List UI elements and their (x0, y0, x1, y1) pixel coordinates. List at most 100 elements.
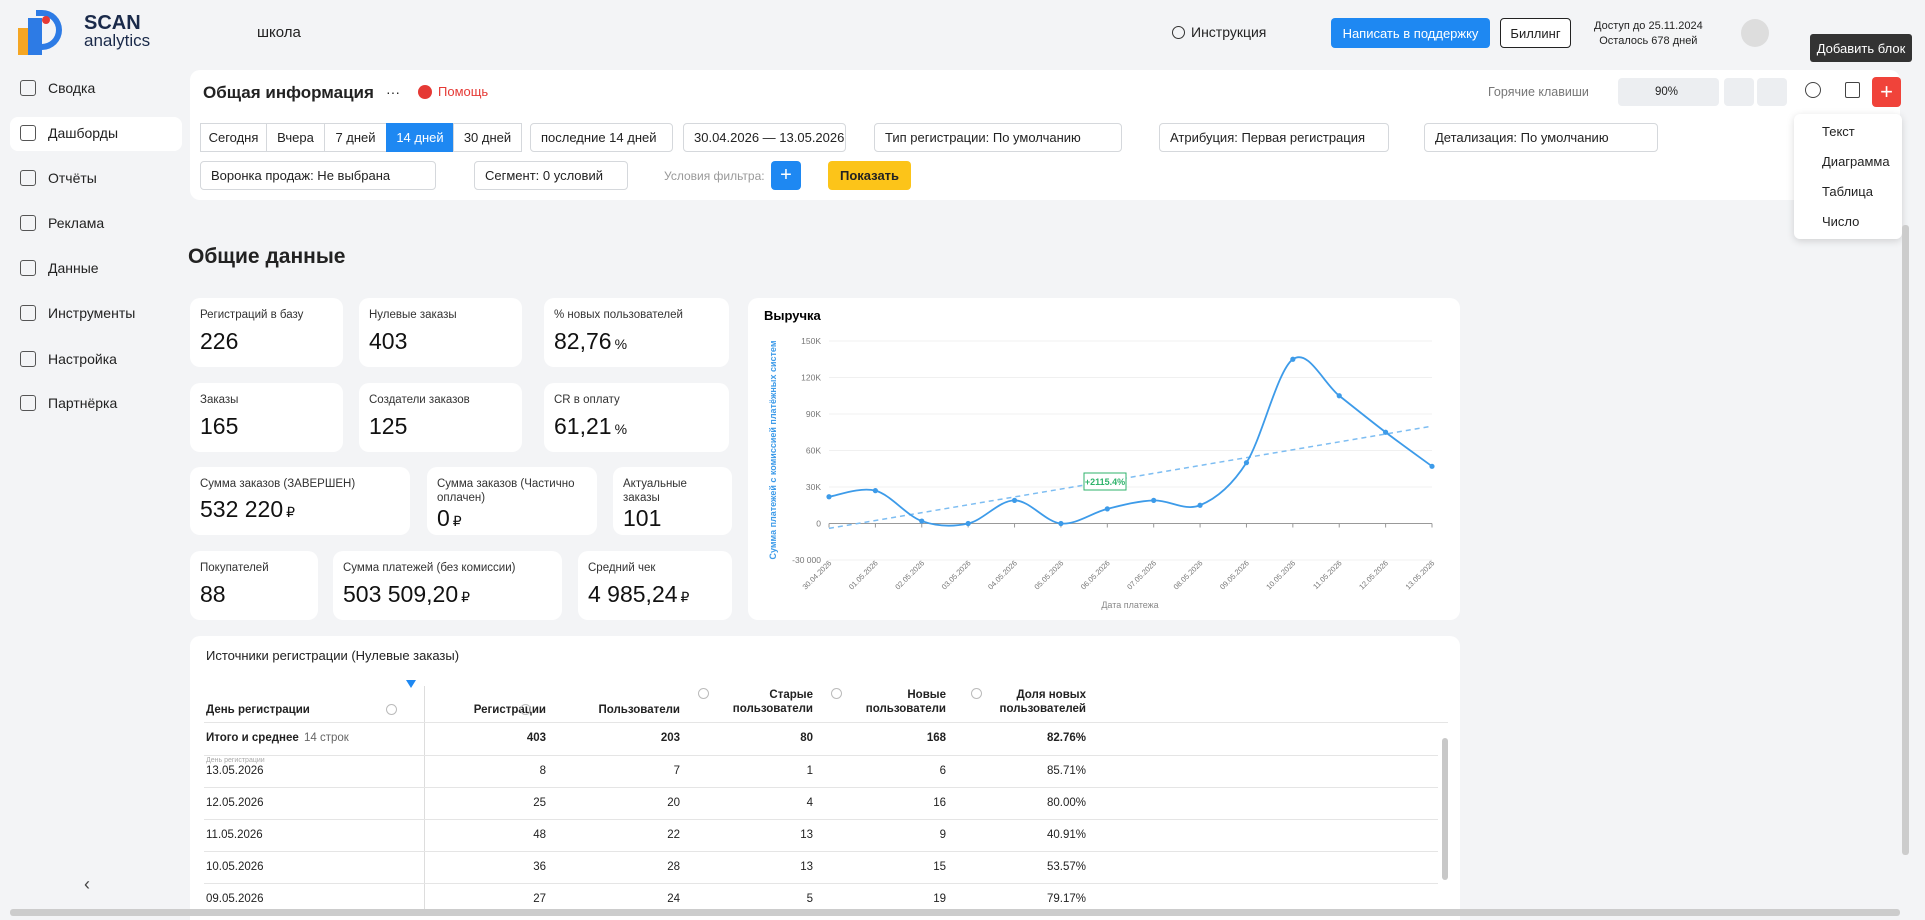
period-tab[interactable]: 14 дней (386, 123, 454, 152)
menu-item[interactable]: Диаграмма (1822, 154, 1890, 169)
sidebar-label: Реклама (48, 215, 105, 231)
kpi-label: Регистраций в базу (200, 309, 304, 321)
row-date: 09.05.2026 (206, 893, 264, 905)
avatar[interactable] (1741, 19, 1769, 47)
kpi-value: 226 (200, 328, 333, 355)
total-label: Итого и среднее (206, 732, 299, 744)
sidebar-label: Настройка (48, 351, 117, 367)
total-count: 14 строк (304, 732, 349, 744)
kpi-card: Средний чек 4 985,24 ₽ (578, 551, 732, 620)
x-tick-label: 06.05.2026 (1079, 559, 1112, 592)
cell: 28 (667, 861, 680, 873)
add-block-button[interactable]: + (1872, 77, 1901, 107)
cell: 53.57% (1046, 861, 1086, 873)
menu-item[interactable]: Текст (1822, 124, 1855, 139)
filter-select[interactable]: Сегмент: 0 условий (474, 161, 628, 190)
sidebar-label: Дашборды (48, 125, 118, 141)
total-cell: 403 (526, 732, 546, 744)
filter-select[interactable]: Детализация: По умолчанию (1424, 123, 1658, 152)
point (965, 520, 971, 527)
total-cell: 82.76% (1046, 732, 1086, 744)
y-tick-label: 150K (801, 336, 821, 346)
row-hint: День регистрации (206, 757, 265, 764)
kpi-unit: % (614, 421, 628, 437)
sidebar-item[interactable]: Партнёрка (20, 388, 117, 418)
add-condition[interactable]: + (771, 161, 801, 190)
collapse-up[interactable] (1724, 78, 1754, 106)
cell: 1 (806, 765, 813, 777)
sidebar-item[interactable]: Данные (20, 253, 99, 283)
kpi-unit: ₽ (286, 504, 296, 520)
logo-text: SCAN (84, 12, 141, 34)
sidebar-icon (20, 80, 36, 96)
kpi-label: Актуальные заказы (623, 478, 687, 504)
more-button[interactable]: ··· (386, 84, 400, 100)
kpi-number: 125 (369, 413, 408, 439)
help-link[interactable]: Инструкция (1172, 24, 1266, 40)
conditions-label: Условия фильтра: (664, 169, 765, 183)
help-icon (971, 688, 982, 699)
sort-icon (406, 680, 416, 688)
total-cell: 168 (926, 732, 946, 744)
history-icon[interactable] (1805, 82, 1821, 98)
collapse-button[interactable]: ‹ (84, 874, 90, 894)
sidebar-label: Данные (48, 260, 99, 276)
kpi-number: 88 (200, 581, 226, 607)
kpi-value: 101 (623, 505, 722, 532)
point (919, 518, 925, 524)
fullscreen[interactable] (1757, 78, 1787, 106)
sidebar-icon (20, 215, 36, 231)
show-button[interactable]: Показать (828, 161, 911, 190)
x-tick-label: 04.05.2026 (986, 559, 1019, 592)
filter-select[interactable]: последние 14 дней (530, 123, 673, 152)
sidebar-label: Сводка (48, 80, 96, 96)
sidebar-item[interactable]: Инструменты (20, 298, 135, 328)
kpi-label: CR в оплату (554, 394, 620, 406)
x-axis-label: Дата платежа (1101, 600, 1158, 610)
kpi-unit: ₽ (461, 589, 471, 605)
kpi-value: 82,76% (554, 328, 719, 355)
sidebar-icon (20, 395, 36, 411)
project-name[interactable]: школа (257, 24, 301, 41)
trend-line (828, 425, 1433, 530)
table-scrollbar (1442, 738, 1448, 880)
sidebar-item[interactable]: Настройка (20, 344, 117, 374)
annotation-box (1083, 472, 1127, 491)
sidebar-item[interactable]: Отчёты (20, 163, 97, 193)
filter-select[interactable]: 30.04.2026 — 13.05.2026 (683, 123, 846, 152)
sidebar-item[interactable]: Сводка (20, 73, 95, 103)
filter-select[interactable]: Атрибуция: Первая регистрация (1159, 123, 1389, 152)
kpi-label: Сумма платежей (без комиссии) (343, 562, 516, 574)
cell: 16 (933, 797, 946, 809)
filter-select[interactable]: Тип регистрации: По умолчанию (874, 123, 1122, 152)
y-tick-label: 60K (806, 446, 821, 456)
point (1336, 393, 1342, 399)
cell: 24 (667, 893, 680, 905)
billing-button[interactable]: Биллинг (1500, 18, 1571, 48)
help-icon (698, 688, 709, 699)
x-tick-label: 13.05.2026 (1404, 559, 1437, 592)
save-icon[interactable] (1845, 82, 1860, 98)
y-axis-label: Сумма платежей с комиссией платёжных сис… (768, 340, 778, 559)
total-cell: 203 (660, 732, 680, 744)
period-tab[interactable]: 30 дней (453, 123, 522, 152)
period-tab[interactable]: 7 дней (324, 123, 387, 152)
y-tick-label: 30K (806, 482, 821, 492)
support-button[interactable]: Написать в поддержку (1331, 18, 1490, 48)
sidebar-item[interactable]: Дашборды (20, 118, 118, 148)
period-tab[interactable]: Сегодня (200, 123, 267, 152)
menu-item[interactable]: Таблица (1822, 184, 1873, 199)
y-tick-label: 0 (816, 519, 821, 529)
row-line (204, 851, 1438, 852)
period-tab[interactable]: Вчера (266, 123, 325, 152)
filter-select[interactable]: Воронка продаж: Не выбрана (200, 161, 436, 190)
cell: 79.17% (1046, 893, 1086, 905)
menu-item[interactable]: Число (1822, 214, 1860, 229)
cell: 80.00% (1046, 797, 1086, 809)
sidebar-item[interactable]: Реклама (20, 208, 104, 238)
hotkeys[interactable]: Горячие клавиши (1488, 85, 1589, 99)
help-button[interactable]: Помощь (418, 84, 488, 99)
cell: 15 (933, 861, 946, 873)
point (1290, 356, 1296, 362)
